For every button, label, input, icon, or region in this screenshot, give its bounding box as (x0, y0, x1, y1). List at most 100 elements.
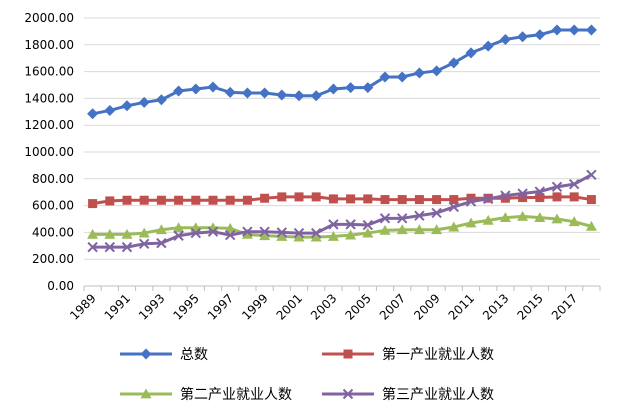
legend-item-3: 第二产业就业人数 (120, 386, 292, 403)
marker-stroke (173, 230, 184, 241)
data-point (379, 71, 391, 83)
data-point (551, 181, 563, 193)
data-point (345, 219, 356, 230)
data-point (327, 230, 339, 241)
x-tick-label: 2013 (480, 291, 511, 322)
y-tick-label: 2000.00 (24, 11, 74, 25)
data-point (362, 82, 374, 94)
series-4 (87, 169, 597, 253)
data-point (362, 219, 374, 231)
marker-stroke (276, 227, 288, 238)
x-tick-label: 2005 (342, 291, 373, 322)
data-point (396, 224, 408, 235)
data-point (121, 228, 133, 239)
marker-stroke (310, 227, 322, 239)
marker-stroke (121, 241, 133, 253)
data-point (260, 193, 270, 203)
y-tick-label: 1600.00 (24, 65, 74, 79)
data-point (396, 213, 408, 224)
data-point (397, 195, 407, 205)
series-3 (87, 210, 597, 242)
data-point (396, 71, 408, 83)
data-point (413, 67, 425, 79)
marker-stroke (138, 238, 150, 249)
data-point (191, 195, 201, 205)
data-point (568, 216, 580, 227)
data-point (568, 24, 580, 36)
data-point (517, 188, 528, 199)
data-point (207, 81, 219, 93)
marker-stroke (345, 219, 356, 230)
data-point (173, 222, 185, 233)
data-point (241, 87, 253, 99)
y-tick-label: 0.00 (47, 279, 74, 293)
data-point (551, 213, 563, 224)
data-point (346, 194, 356, 204)
marker-stroke (87, 241, 98, 253)
data-point (173, 85, 185, 97)
y-tick-label: 600.00 (32, 199, 74, 213)
data-point (224, 222, 236, 233)
data-point (121, 100, 133, 112)
x-tick-label: 2001 (274, 291, 305, 322)
data-point (448, 201, 460, 213)
data-point (121, 241, 133, 253)
data-point (138, 227, 150, 238)
legend-item-4: 第三产业就业人数 (322, 386, 494, 403)
marker-stroke (396, 213, 408, 224)
x-tick-label: 1999 (239, 291, 270, 322)
y-tick-label: 200.00 (32, 252, 74, 266)
legend-marker (342, 388, 354, 400)
marker-stroke (190, 227, 202, 239)
legend-marker (343, 349, 353, 359)
x-tick-label: 1991 (102, 291, 133, 322)
data-point (568, 178, 580, 190)
x-tick-label: 2017 (549, 291, 580, 322)
data-point (174, 195, 184, 205)
marker-stroke (224, 229, 236, 241)
data-point (259, 226, 270, 237)
gridlines (84, 17, 600, 287)
y-tick-label: 800.00 (32, 172, 74, 186)
data-point (208, 195, 218, 205)
data-point (276, 230, 288, 241)
data-point (328, 219, 339, 230)
x-tick-label: 2003 (308, 291, 339, 322)
data-point (104, 104, 116, 116)
data-point (517, 210, 529, 221)
marker-stroke (431, 207, 442, 219)
data-point (242, 195, 252, 205)
data-point (190, 83, 202, 95)
data-point (517, 31, 529, 43)
data-point (500, 193, 510, 203)
marker-stroke (156, 237, 167, 249)
marker-stroke (517, 188, 528, 199)
data-point (585, 220, 597, 231)
data-point (139, 195, 149, 205)
data-point (310, 231, 322, 242)
x-tick-label: 1989 (67, 291, 98, 322)
data-point (190, 227, 202, 239)
marker-stroke (568, 178, 580, 190)
data-point (586, 169, 597, 180)
marker-stroke (362, 219, 374, 231)
x-tick-label: 2009 (411, 291, 442, 322)
data-point (448, 57, 460, 69)
data-point (552, 192, 562, 202)
data-point (224, 229, 236, 241)
data-point (414, 195, 424, 205)
series-line (92, 214, 592, 239)
series-layer (87, 24, 597, 253)
axes: 0.00 200.00 400.00 600.00 800.00 1000.00 1200.… (24, 11, 601, 323)
data-point (534, 186, 546, 197)
data-point (155, 94, 167, 106)
data-point (310, 90, 322, 102)
data-point (534, 29, 546, 41)
data-point (500, 190, 511, 201)
data-point (379, 213, 391, 224)
marker-stroke (104, 241, 116, 253)
data-point (345, 229, 357, 240)
data-point (345, 82, 357, 94)
data-point (518, 193, 528, 203)
